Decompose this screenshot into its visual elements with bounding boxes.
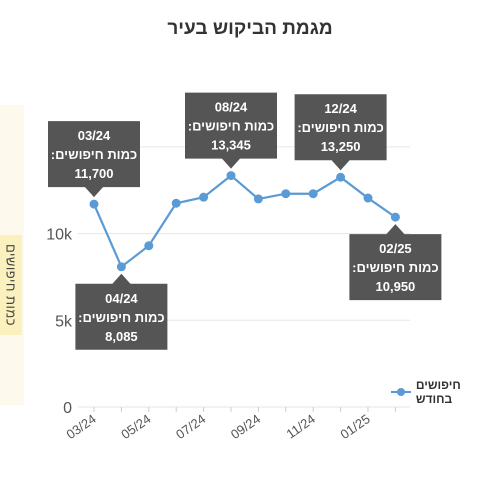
data-point [281, 189, 291, 199]
tooltip-date: 02/25 [379, 241, 412, 256]
tooltip-date: 03/24 [78, 128, 111, 143]
tooltip-label: כמות חיפושים: [297, 120, 383, 135]
data-point [199, 192, 209, 202]
series-line [92, 174, 397, 269]
tooltip-value: 8,085 [105, 329, 138, 344]
tooltip-label: כמות חיפושים: [188, 119, 274, 134]
tooltip-box [48, 121, 140, 198]
legend-label: חיפושים בחודש [415, 378, 461, 406]
tooltip-value: 13,250 [321, 139, 361, 154]
tooltip-box [294, 94, 387, 171]
y-tick-label: 5k [55, 313, 73, 330]
chart-title: מגמת הביקוש בעיר [167, 18, 333, 39]
data-point [390, 212, 400, 222]
y-axis-label-text: כמות חיפושים [3, 243, 19, 327]
data-point [253, 194, 263, 204]
y-axis-label: כמות חיפושים [0, 235, 22, 335]
tooltip-date: 12/24 [324, 101, 357, 116]
tooltip-box [75, 273, 168, 350]
tooltip-box [349, 224, 442, 301]
x-tick-label: 07/24 [173, 411, 208, 442]
tooltip-box [185, 92, 277, 169]
data-point [226, 171, 236, 181]
x-tick-label: 09/24 [228, 411, 263, 442]
data-point [144, 241, 154, 251]
tooltip-value: 13,345 [211, 138, 251, 153]
tooltip-value: 10,950 [376, 279, 416, 294]
data-point [363, 193, 373, 203]
data-point [89, 199, 99, 209]
data-point [171, 198, 181, 208]
x-tick-label: 01/25 [337, 411, 372, 442]
y-tick-label: 0 [63, 400, 72, 417]
tooltip-value: 11,700 [74, 166, 113, 181]
tooltip-label: כמות חיפושים: [78, 310, 164, 325]
data-point [336, 172, 346, 182]
tooltip-date: 04/24 [105, 291, 138, 306]
legend-line-icon [391, 388, 411, 396]
tooltip-label: כמות חיפושים: [352, 260, 438, 275]
tooltip-date: 08/24 [215, 100, 248, 115]
x-tick-label: 05/24 [118, 411, 153, 442]
data-point [308, 189, 318, 199]
x-tick-label: 11/24 [283, 411, 317, 441]
tooltip-label: כמות חיפושים: [51, 147, 137, 162]
y-tick-label: 10k [46, 227, 73, 244]
data-point [116, 262, 126, 272]
legend[interactable]: חיפושים בחודש [390, 378, 500, 406]
